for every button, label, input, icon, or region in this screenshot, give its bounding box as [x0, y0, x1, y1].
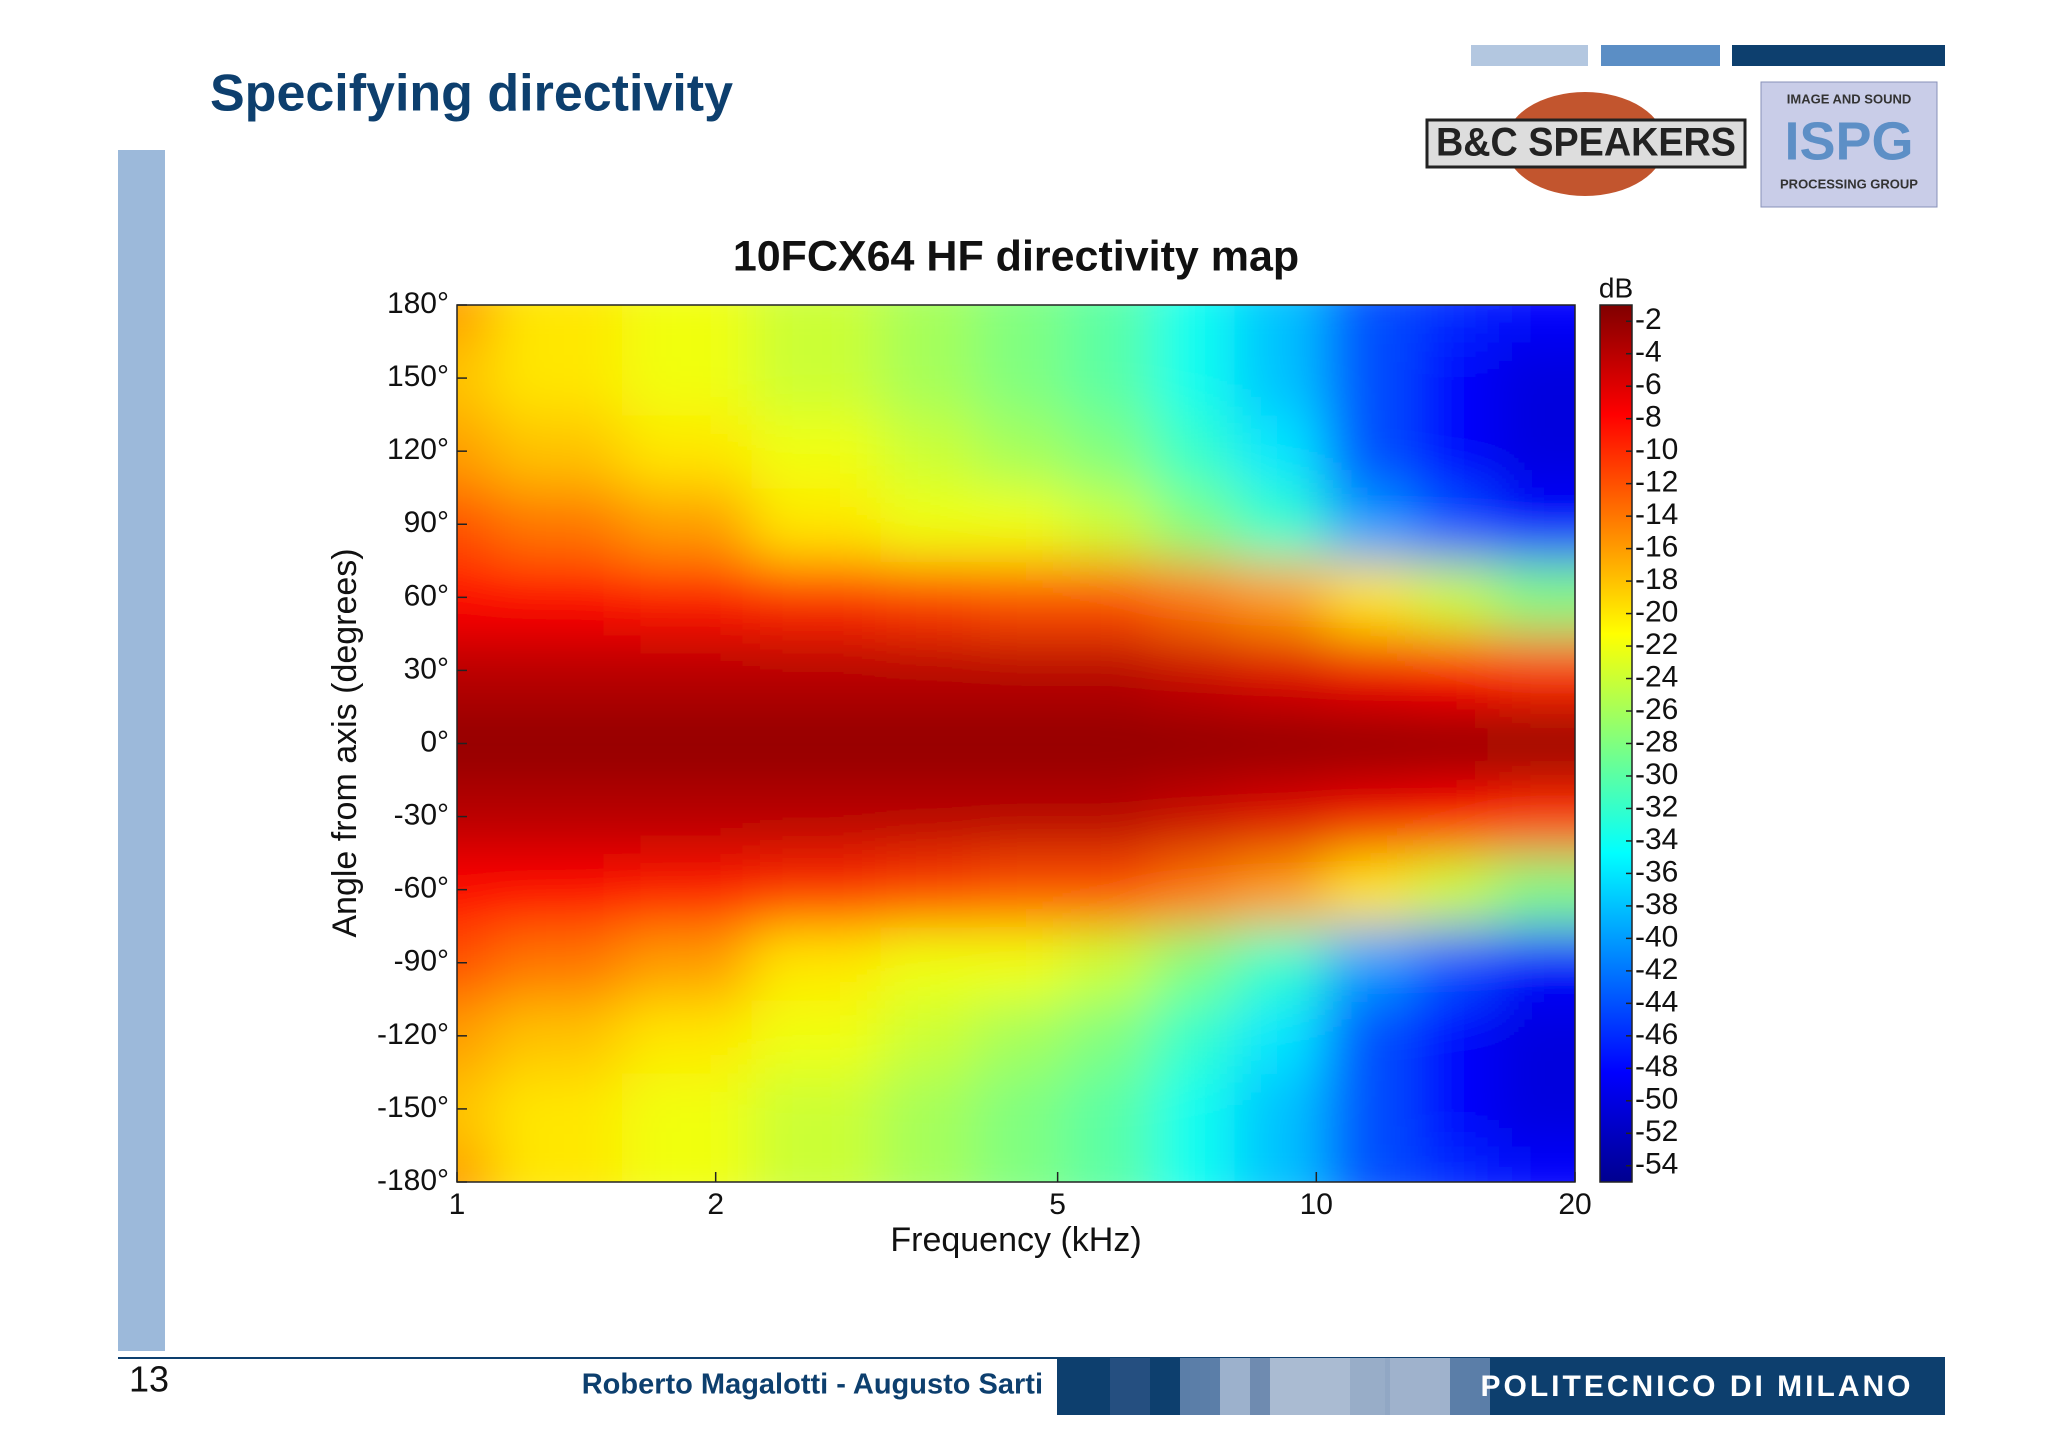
- colorbar-tick-label: -52: [1635, 1115, 1678, 1148]
- colorbar-tick-label: -22: [1635, 628, 1678, 661]
- x-axis-label: Frequency (kHz): [890, 1221, 1141, 1259]
- y-tick-label: -180°: [377, 1164, 449, 1197]
- y-tick-label: -120°: [377, 1018, 449, 1051]
- x-tick-label: 2: [707, 1188, 724, 1221]
- colorbar-label: dB: [1599, 272, 1633, 303]
- y-tick-label: 90°: [404, 506, 449, 539]
- chart-title: 10FCX64 HF directivity map: [733, 232, 1299, 280]
- contour-cell: [1493, 705, 1575, 782]
- y-tick-label: -60°: [394, 872, 449, 905]
- y-axis-label: Angle from axis (degrees): [326, 548, 364, 937]
- colorbar-tick-label: -12: [1635, 466, 1678, 499]
- x-tick-label: 10: [1300, 1188, 1333, 1221]
- x-tick-label: 20: [1558, 1188, 1591, 1221]
- contour-cell: [1493, 340, 1575, 416]
- colorbar-tick-label: -18: [1635, 563, 1678, 596]
- colorbar-tick-label: -44: [1635, 985, 1678, 1018]
- footer-authors: Roberto Magalotti - Augusto Sarti: [582, 1369, 1043, 1401]
- footer-band: POLITECNICO DI MILANO: [1057, 1358, 1945, 1415]
- slide-title: Specifying directivity: [210, 65, 733, 123]
- logo-text: IMAGE AND SOUND: [1787, 91, 1911, 106]
- colorbar-tick-label: -46: [1635, 1018, 1678, 1051]
- colorbar-tick-label: -38: [1635, 888, 1678, 921]
- colorbar-tick-label: -24: [1635, 660, 1678, 693]
- contour-cell: [1493, 925, 1575, 1001]
- colorbar-tick-label: -48: [1635, 1050, 1678, 1083]
- page-number: 13: [129, 1359, 169, 1400]
- logo-text: B&C SPEAKERS: [1436, 121, 1736, 165]
- contour-cell: [1493, 413, 1575, 489]
- institution: POLITECNICO DI MILANO: [1481, 1370, 1914, 1403]
- colorbar-tick-label: -10: [1635, 433, 1678, 466]
- colorbar-tick-label: -2: [1635, 303, 1662, 336]
- colorbar-tick-label: -50: [1635, 1083, 1678, 1116]
- y-tick-label: -30°: [394, 799, 449, 832]
- chart: 10FCX64 HF directivity map Frequency (kH…: [326, 232, 1678, 1259]
- logo-bc: B&C SPEAKERS: [1425, 92, 1747, 196]
- contour-cell: [1493, 852, 1575, 928]
- contour-cell: [1493, 1071, 1575, 1147]
- contour-field: [457, 305, 1575, 1182]
- y-tick-label: 30°: [404, 652, 449, 685]
- colorbar-tick-label: -6: [1635, 368, 1662, 401]
- y-tick-label: -150°: [377, 1091, 449, 1124]
- colorbar-tick-label: -8: [1635, 401, 1662, 434]
- colorbar-tick-label: -28: [1635, 725, 1678, 758]
- y-tick-label: 150°: [387, 360, 449, 393]
- colorbar-tick-label: -16: [1635, 531, 1678, 564]
- y-tick-label: 120°: [387, 433, 449, 466]
- deco-square: [1732, 45, 1945, 66]
- colorbar-tick-label: -30: [1635, 758, 1678, 791]
- logo-text: ISPG: [1784, 111, 1913, 171]
- contour-cell: [1493, 486, 1575, 562]
- contour-cell: [1493, 559, 1575, 635]
- logo-ispg: IMAGE AND SOUND ISPG PROCESSING GROUP: [1760, 81, 1938, 208]
- y-tick-label: 180°: [387, 287, 449, 320]
- colorbar-tick-label: -34: [1635, 823, 1678, 856]
- side-bar: [118, 150, 165, 1351]
- contour-cell: [1493, 1144, 1575, 1182]
- colorbar-tick-label: -40: [1635, 920, 1678, 953]
- x-tick-label: 1: [449, 1188, 466, 1221]
- colorbar-tick-label: -4: [1635, 336, 1662, 369]
- contour-cell: [1493, 998, 1575, 1074]
- y-tick-label: -90°: [394, 945, 449, 978]
- logo-text: PROCESSING GROUP: [1780, 176, 1918, 191]
- colorbar-tick-label: -32: [1635, 790, 1678, 823]
- colorbar-tick-label: -14: [1635, 498, 1678, 531]
- y-tick-label: 60°: [404, 579, 449, 612]
- colorbar-tick-label: -26: [1635, 693, 1678, 726]
- colorbar-tick-label: -20: [1635, 595, 1678, 628]
- x-tick-label: 5: [1049, 1188, 1066, 1221]
- deco-square: [1471, 45, 1588, 66]
- y-tick-label: 0°: [420, 725, 449, 758]
- contour-cell: [1493, 632, 1575, 708]
- contour-cell: [1493, 779, 1575, 855]
- contour-cell: [1493, 305, 1575, 343]
- colorbar-tick-label: -42: [1635, 953, 1678, 986]
- colorbar-tick-label: -36: [1635, 855, 1678, 888]
- deco-square: [1601, 45, 1720, 66]
- colorbar-tick-label: -54: [1635, 1148, 1678, 1181]
